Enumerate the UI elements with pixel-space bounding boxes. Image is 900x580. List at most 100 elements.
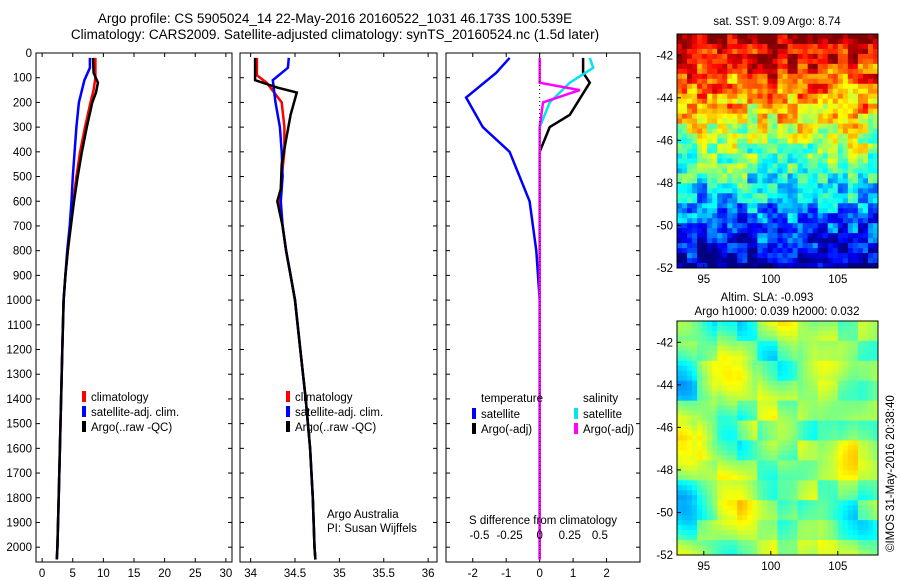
legend-label: climatology (295, 392, 353, 404)
legend-swatch (82, 391, 86, 402)
legend-label: Argo(-adj) (583, 424, 634, 436)
timestamp-stamp: ©IMOS 31-May-2016 20:38:40 (885, 395, 897, 552)
legend-header-salinity: salinity (583, 393, 618, 405)
legend-label: satellite-adj. clim. (295, 407, 383, 419)
plot-title-line-2: Climatology: CARS2009. Satellite-adjuste… (70, 27, 600, 42)
pi-label: PI: Susan Wijffels (327, 523, 417, 535)
legend-label: satellite (481, 409, 520, 421)
legend-label: Argo(-adj) (481, 424, 532, 436)
y-tick-label: 1300 (6, 369, 32, 381)
x-tick-label: -1 (501, 568, 511, 580)
legend-label: Argo(..raw -QC) (91, 422, 172, 434)
legend-swatch (286, 421, 290, 432)
legend-swatch (82, 421, 86, 432)
y-tick-label: 600 (13, 196, 32, 208)
x-tick-label: 20 (158, 568, 171, 580)
series-line-satellite-adj-clim- (271, 57, 317, 560)
s-tick-label: 0.25 (559, 530, 581, 542)
y-tick-label: 1900 (6, 517, 32, 529)
y-tick-label: 200 (13, 97, 32, 109)
y-tick-label: 1000 (6, 295, 32, 307)
y-tick-label: 300 (13, 122, 32, 134)
salinity_profile-frame (239, 52, 438, 563)
legend-swatch (472, 423, 476, 434)
legend-swatch (574, 408, 578, 419)
legend-label: satellite (583, 409, 622, 421)
y-tick-label: 1700 (6, 468, 32, 480)
y-tick-label: 2000 (6, 542, 32, 554)
sla_map: 95 100 105 -42 -44 -46 -48 -50 -52 Altim. SLA: -0… (656, 292, 879, 573)
y-tick-label: 500 (13, 172, 32, 184)
y-tick-label: -46 (656, 422, 673, 434)
series-line-temperature-argo-adj- (538, 57, 592, 560)
x-tick-label: 35 (333, 568, 346, 580)
s-tick-label: 0 (536, 530, 542, 542)
plot-title-line-1: Argo profile: CS 5905024_14 22-May-2016 … (97, 11, 573, 26)
y-tick-label: 1100 (7, 320, 32, 332)
x-tick-label: 34.5 (284, 568, 306, 580)
x-tick-label: -2 (468, 568, 478, 580)
x-tick-label: 34 (244, 568, 257, 580)
y-tick-label: 1200 (6, 345, 32, 357)
temperature_profile-panel: 0100200300400500600700800900100011001200… (6, 48, 233, 580)
x-tick-label: 105 (828, 561, 847, 573)
y-tick-label: -48 (656, 465, 673, 477)
x-tick-label: 15 (128, 568, 141, 580)
y-tick-label: 700 (13, 221, 32, 233)
sla-map-subtitle: Argo h1000: 0.039 h2000: 0.032 (695, 306, 860, 318)
sst_map-frame (676, 33, 879, 269)
legend-swatch (286, 391, 290, 402)
temperature_profile-frame (35, 52, 233, 563)
s-difference-label: S difference from climatology (469, 515, 617, 527)
difference_profile-panel: -2-1012T difference from climatologyS di… (445, 52, 641, 580)
s-tick-label: 0.5 (592, 530, 608, 542)
sla_map-frame (676, 320, 879, 556)
y-tick-label: -50 (656, 220, 673, 232)
sla_map-image (677, 321, 878, 555)
x-tick-label: 1 (570, 568, 576, 580)
difference_profile-frame (445, 52, 641, 563)
sst_map: 95 100 105 -42 -44 -46 -48 -50 -52 sat. SST: 9.09… (656, 16, 879, 286)
y-tick-label: -42 (656, 337, 673, 349)
x-tick-label: 0 (536, 568, 542, 580)
x-tick-label: 35.5 (373, 568, 395, 580)
legend-swatch (574, 423, 578, 434)
x-tick-label: 105 (828, 274, 847, 286)
x-tick-label: 5 (70, 568, 76, 580)
sst-map-title: sat. SST: 9.09 Argo: 8.74 (713, 16, 841, 28)
legend-header-temperature: temperature (481, 393, 543, 405)
x-tick-label: 95 (697, 561, 710, 573)
float-owner-label: Argo Australia (327, 509, 399, 521)
y-tick-label: 400 (13, 147, 32, 159)
y-tick-label: 0 (26, 48, 32, 60)
y-tick-label: 1500 (6, 419, 32, 431)
y-tick-label: -44 (656, 380, 673, 392)
x-tick-label: 36 (422, 568, 435, 580)
legend-label: climatology (91, 392, 149, 404)
x-tick-label: 100 (761, 561, 780, 573)
y-tick-label: -46 (656, 135, 673, 147)
s-tick-label: -0.5 (470, 530, 490, 542)
series-line-argo-raw-qc- (55, 57, 100, 560)
y-tick-label: 800 (13, 246, 32, 258)
y-tick-label: -50 (656, 507, 673, 519)
x-tick-label: 100 (761, 274, 780, 286)
series-line-temperature-satellite (464, 57, 541, 560)
series-line-salinity-argo-adj- (538, 57, 581, 560)
legend-label: Argo(..raw -QC) (295, 422, 376, 434)
sst_map-image (677, 34, 878, 268)
y-tick-label: 1600 (6, 443, 32, 455)
x-tick-label: 0 (39, 568, 45, 580)
y-tick-label: -52 (656, 263, 673, 275)
y-tick-label: 100 (13, 73, 32, 85)
x-tick-label: 95 (697, 274, 710, 286)
y-tick-label: 1400 (6, 394, 32, 406)
x-tick-label: 30 (219, 568, 232, 580)
x-tick-label: 10 (97, 568, 110, 580)
y-tick-label: -48 (656, 178, 673, 190)
y-tick-label: -52 (656, 550, 673, 562)
s-tick-label: -0.25 (496, 530, 522, 542)
x-tick-label: 25 (189, 568, 202, 580)
salinity_profile-panel: 3434.53535.536salinityclimatologysatelli… (239, 52, 438, 580)
y-tick-label: -44 (656, 93, 673, 105)
